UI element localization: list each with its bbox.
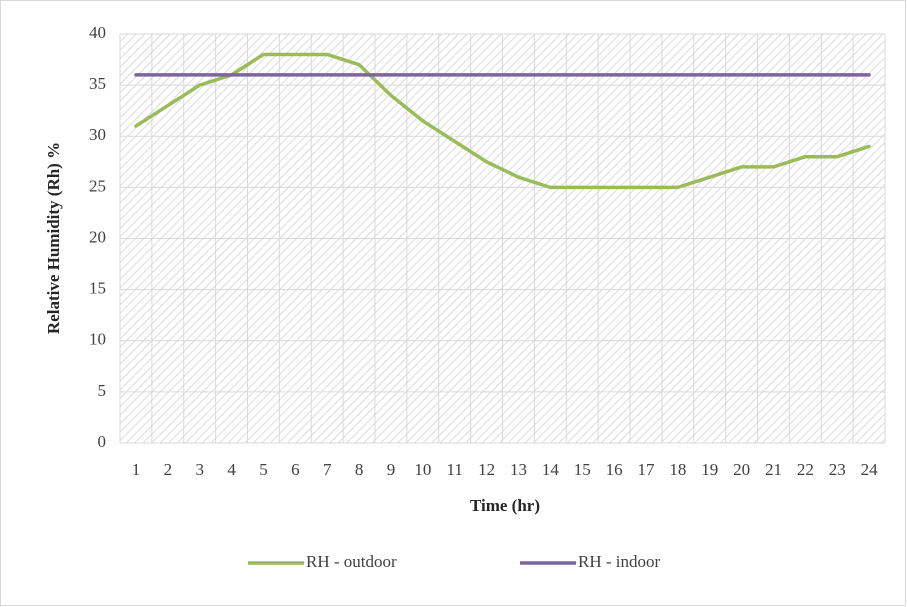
x-tick-label: 13 bbox=[510, 460, 527, 479]
legend-label: RH - indoor bbox=[578, 552, 661, 571]
x-tick-label: 3 bbox=[195, 460, 204, 479]
x-tick-label: 17 bbox=[637, 460, 655, 479]
x-tick-label: 16 bbox=[606, 460, 623, 479]
x-tick-label: 18 bbox=[669, 460, 686, 479]
x-tick-label: 9 bbox=[387, 460, 396, 479]
x-tick-label: 19 bbox=[701, 460, 718, 479]
y-tick-label: 20 bbox=[89, 227, 106, 246]
x-tick-label: 12 bbox=[478, 460, 495, 479]
y-tick-label: 30 bbox=[89, 125, 106, 144]
x-tick-label: 15 bbox=[574, 460, 591, 479]
x-tick-label: 5 bbox=[259, 460, 268, 479]
x-tick-label: 8 bbox=[355, 460, 364, 479]
y-axis-title: Relative Humidity (Rh) % bbox=[44, 142, 63, 334]
x-tick-label: 24 bbox=[861, 460, 879, 479]
y-tick-label: 25 bbox=[89, 176, 106, 195]
x-tick-label: 14 bbox=[542, 460, 560, 479]
x-tick-label: 6 bbox=[291, 460, 300, 479]
y-tick-label: 0 bbox=[98, 432, 107, 451]
y-tick-label: 15 bbox=[89, 279, 106, 298]
x-tick-label: 7 bbox=[323, 460, 332, 479]
x-tick-label: 11 bbox=[447, 460, 463, 479]
x-tick-label: 22 bbox=[797, 460, 814, 479]
series-line bbox=[134, 52, 871, 190]
x-tick-label: 4 bbox=[227, 460, 236, 479]
x-tick-label: 10 bbox=[414, 460, 431, 479]
y-tick-label: 10 bbox=[89, 330, 106, 349]
y-tick-label: 35 bbox=[89, 74, 106, 93]
x-tick-label: 20 bbox=[733, 460, 750, 479]
legend-label: RH - outdoor bbox=[306, 552, 397, 571]
x-tick-label: 1 bbox=[132, 460, 141, 479]
x-tick-label: 21 bbox=[765, 460, 782, 479]
x-axis-title: Time (hr) bbox=[470, 496, 540, 515]
y-tick-label: 40 bbox=[89, 23, 106, 42]
x-tick-label: 2 bbox=[164, 460, 173, 479]
x-tick-label: 23 bbox=[829, 460, 846, 479]
y-tick-label: 5 bbox=[98, 381, 107, 400]
